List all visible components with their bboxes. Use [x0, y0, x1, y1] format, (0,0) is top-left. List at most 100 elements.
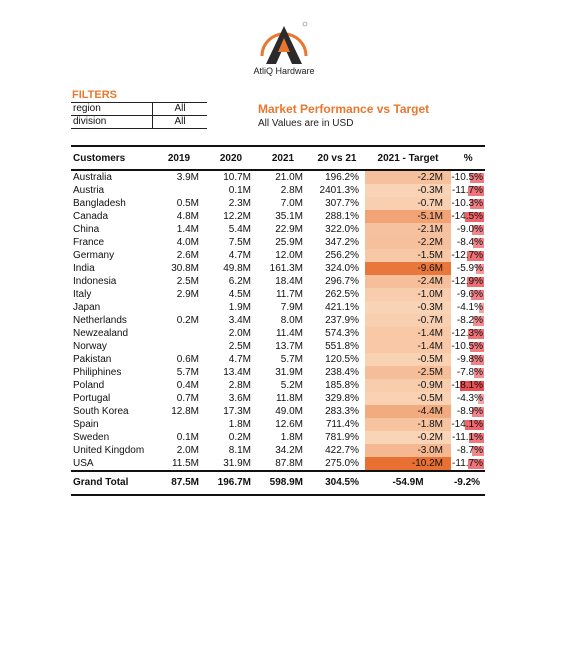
- customer-name: Austria: [73, 185, 105, 196]
- value-2019: [153, 418, 205, 431]
- table-row[interactable]: Italy 2.9M 4.5M 11.7M 262.5% -1.0M -9.6%: [71, 288, 485, 301]
- percent-label: -9.6%: [456, 289, 483, 300]
- table-row[interactable]: Canada 4.8M 12.2M 35.1M 288.1% -5.1M -14.5%: [71, 210, 485, 223]
- table-row[interactable]: Netherlands 0.2M 3.4M 8.0M 237.9% -0.7M -8.2%: [71, 314, 485, 327]
- customer-name: Poland: [73, 380, 105, 391]
- value-2019: 0.7M: [176, 393, 199, 404]
- header-2020[interactable]: 2020: [204, 145, 257, 171]
- header-2021-target[interactable]: 2021 - Target: [364, 145, 451, 171]
- filter-division[interactable]: division All: [71, 115, 207, 129]
- percent-data-bar: [474, 368, 484, 378]
- value-percent: -11.7%: [451, 184, 485, 197]
- value-2019: [153, 184, 205, 197]
- value-2019: 2.9M: [176, 289, 199, 300]
- percent-data-bar: [470, 173, 484, 183]
- value-20-vs-21: 574.3%: [325, 328, 359, 339]
- value-2020: 10.7M: [223, 172, 251, 183]
- table-row[interactable]: United Kingdom 2.0M 8.1M 34.2M 422.7% -3.0M -8…: [71, 444, 485, 457]
- percent-label: -5.9%: [456, 263, 483, 274]
- value-2020: 1.8M: [228, 419, 251, 430]
- filter-label: region: [71, 102, 153, 116]
- filter-label: division: [71, 115, 153, 129]
- value-2021-target: -0.3M: [365, 184, 451, 197]
- value-20-vs-21: 196.2%: [325, 172, 359, 183]
- value-2021: 25.9M: [275, 237, 303, 248]
- filter-region[interactable]: region All: [71, 102, 207, 116]
- value-2020: 8.1M: [228, 445, 251, 456]
- table-row[interactable]: Norway 2.5M 13.7M 551.8% -1.4M -10.5%: [71, 340, 485, 353]
- percent-data-bar: [472, 446, 484, 456]
- atliq-logo-icon: [260, 21, 308, 64]
- table-row[interactable]: USA 11.5M 31.9M 87.8M 275.0% -10.2M -11.7%: [71, 457, 485, 471]
- percent-data-bar: [473, 316, 484, 326]
- header-2019[interactable]: 2019: [152, 145, 205, 171]
- customer-name: Indonesia: [73, 276, 117, 287]
- value-percent: -8.9%: [451, 405, 485, 418]
- percent-data-bar: [468, 329, 484, 339]
- table-row[interactable]: South Korea 12.8M 17.3M 49.0M 283.3% -4.4M -8.…: [71, 405, 485, 418]
- value-2021-target: -0.2M: [365, 431, 451, 444]
- customer-name: Norway: [73, 341, 107, 352]
- value-20-vs-21: 421.1%: [325, 302, 359, 313]
- value-20-vs-21: 2401.3%: [319, 185, 359, 196]
- value-2021-target: -1.5M: [365, 249, 451, 262]
- value-2021: 2.8M: [280, 185, 303, 196]
- table-row[interactable]: India 30.8M 49.8M 161.3M 324.0% -9.6M -5.9%: [71, 262, 485, 275]
- value-2021: 1.8M: [280, 432, 303, 443]
- value-2021: 7.0M: [280, 198, 303, 209]
- table-row[interactable]: Germany 2.6M 4.7M 12.0M 256.2% -1.5M -12.7%: [71, 249, 485, 262]
- header-20-vs-21[interactable]: 20 vs 21: [308, 145, 365, 171]
- percent-data-bar: [471, 290, 484, 300]
- value-2021-target: -1.4M: [365, 327, 451, 340]
- header-customers[interactable]: Customers: [71, 145, 153, 171]
- customer-name: Bangladesh: [73, 198, 126, 209]
- value-2021-target: -2.5M: [365, 366, 451, 379]
- value-percent: -4.1%: [451, 301, 485, 314]
- filter-value[interactable]: All: [152, 102, 207, 116]
- percent-label: -8.2%: [456, 315, 483, 326]
- table-row[interactable]: Australia 3.9M 10.7M 21.0M 196.2% -2.2M -10.5%: [71, 170, 485, 184]
- value-percent: -9.8%: [451, 353, 485, 366]
- value-20-vs-21: 322.0%: [325, 224, 359, 235]
- table-row[interactable]: Sweden 0.1M 0.2M 1.8M 781.9% -0.2M -11.1%: [71, 431, 485, 444]
- percent-label: -11.7%: [452, 458, 483, 469]
- value-2020: 49.8M: [223, 263, 251, 274]
- table-row[interactable]: Pakistan 0.6M 4.7M 5.7M 120.5% -0.5M -9.8%: [71, 353, 485, 366]
- value-2021-target: -1.4M: [365, 340, 451, 353]
- percent-label: -12.7%: [451, 250, 483, 261]
- value-20-vs-21: 238.4%: [325, 367, 359, 378]
- table-row[interactable]: Austria 0.1M 2.8M 2401.3% -0.3M -11.7%: [71, 184, 485, 197]
- value-2020: 13.4M: [223, 367, 251, 378]
- table-row[interactable]: Spain 1.8M 12.6M 711.4% -1.8M -14.1%: [71, 418, 485, 431]
- table-row[interactable]: China 1.4M 5.4M 22.9M 322.0% -2.1M -9.0%: [71, 223, 485, 236]
- percent-label: -11.1%: [452, 432, 483, 443]
- value-2019: [153, 301, 205, 314]
- filter-value[interactable]: All: [152, 115, 207, 129]
- percent-data-bar: [472, 407, 484, 417]
- customer-name: USA: [73, 458, 94, 469]
- customer-name: India: [73, 263, 95, 274]
- value-2021-target: -5.1M: [365, 210, 451, 223]
- table-row[interactable]: Portugal 0.7M 3.6M 11.8M 329.8% -0.5M -4.3%: [71, 392, 485, 405]
- table-row[interactable]: Bangladesh 0.5M 2.3M 7.0M 307.7% -0.7M -10.3%: [71, 197, 485, 210]
- header-2021[interactable]: 2021: [256, 145, 309, 171]
- table-row[interactable]: Newzealand 2.0M 11.4M 574.3% -1.4M -12.3%: [71, 327, 485, 340]
- table-row[interactable]: Indonesia 2.5M 6.2M 18.4M 296.7% -2.4M -12.9%: [71, 275, 485, 288]
- table-row[interactable]: France 4.0M 7.5M 25.9M 347.2% -2.2M -8.4%: [71, 236, 485, 249]
- value-2019: 0.6M: [176, 354, 199, 365]
- header-percent[interactable]: %: [450, 145, 485, 171]
- percent-label: -4.1%: [456, 302, 483, 313]
- table-row[interactable]: Poland 0.4M 2.8M 5.2M 185.8% -0.9M -18.1%: [71, 379, 485, 392]
- table-row[interactable]: Japan 1.9M 7.9M 421.1% -0.3M -4.1%: [71, 301, 485, 314]
- value-2021-target: -2.4M: [365, 275, 451, 288]
- value-20-vs-21: 781.9%: [325, 432, 359, 443]
- value-2019: 2.0M: [176, 445, 199, 456]
- value-2021: 21.0M: [275, 172, 303, 183]
- value-percent: -11.1%: [451, 431, 485, 444]
- value-percent: -10.5%: [451, 340, 485, 353]
- value-percent: -14.1%: [451, 418, 485, 431]
- value-20-vs-21: 120.5%: [325, 354, 359, 365]
- value-2020: 1.9M: [228, 302, 251, 313]
- grand-total-row: Grand Total 87.5M 196.7M 598.9M 304.5% -…: [71, 470, 485, 496]
- table-row[interactable]: Philiphines 5.7M 13.4M 31.9M 238.4% -2.5M -7.8…: [71, 366, 485, 379]
